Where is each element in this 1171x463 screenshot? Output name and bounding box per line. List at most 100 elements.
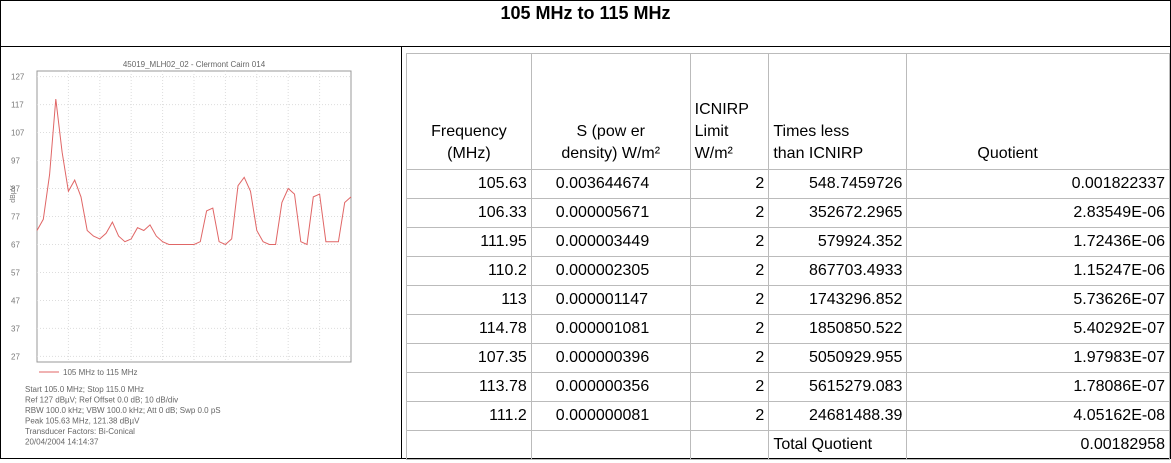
trace [36,98,352,246]
cell: 111.2 [406,401,532,431]
row: 107.35 0.000000396 2 5050929.955 1.97983E-07 [406,343,1170,373]
cell: 5615279.083 [768,372,908,402]
footer-line: Transducer Factors: Bi-Conical [25,427,135,436]
row: 111.2 0.000000081 2 24681488.39 4.05162E-08 [406,401,1170,431]
chart-panel: 45019_MLH02_02 - Clermont Cairn 014 127 11… [1,47,402,458]
header-line: than ICNIRP [773,145,864,162]
footer-line: Start 105.0 MHz; Stop 115.0 MHz [25,385,144,394]
header-line: Frequency [431,123,507,140]
header-line: W/m² [694,145,733,162]
cell: 113.78 [406,372,532,402]
cell: 2.83549E-06 [906,198,1170,228]
total-label: Total Quotient [768,430,908,460]
cell: 0.000003449 [530,227,691,257]
cell: 1850850.522 [768,314,908,344]
y-tick-label: 77 [11,213,20,222]
row: 114.78 0.000001081 2 1850850.522 5.40292E-07 [406,314,1170,344]
header-line: (MHz) [447,145,491,162]
cell: 4.05162E-08 [906,401,1170,431]
cell: 548.7459726 [768,169,908,199]
cell: 0.000002305 [530,256,691,286]
cell: 2 [689,256,770,286]
cell: 0.000000356 [530,372,691,402]
y-tick-label: 57 [11,268,20,277]
title: 105 MHz to 115 MHz [1,1,1170,47]
cell: 867703.4933 [768,256,908,286]
y-tick-label: 47 [11,296,20,305]
cell: 2 [689,285,770,315]
footer-line: Peak 105.63 MHz, 121.38 dBµV [25,417,140,426]
cell: 24681488.39 [768,401,908,431]
empty-cell [689,430,770,460]
y-axis-label: dBµV [10,185,17,203]
cell: 1.72436E-06 [906,227,1170,257]
cell: 0.000000396 [530,343,691,373]
y-tick-label: 97 [11,157,20,166]
cell: 105.63 [406,169,532,199]
y-tick-label: 27 [11,352,20,361]
empty-cell [406,430,532,460]
cell: 5.40292E-07 [906,314,1170,344]
cell: 2 [689,227,770,257]
row: 105.63 0.003644674 2 548.7459726 0.001822337 [406,169,1170,199]
y-tick-label: 127 [11,73,25,82]
header-cell: Frequency (MHz) [406,53,532,170]
footer-line: Ref 127 dBµV; Ref Offset 0.0 dB; 10 dB/d… [25,396,178,405]
header-line: density) W/m² [561,145,661,162]
row: 113 0.000001147 2 1743296.852 5.73626E-07 [406,285,1170,315]
cell: 352672.2965 [768,198,908,228]
cell: 1.78086E-07 [906,372,1170,402]
total-value: 0.00182958 [906,430,1170,460]
header-line: ICNIRP [694,101,749,118]
cell: 2 [689,401,770,431]
header-cell: Quotient [906,53,1170,170]
footer-line: 20/04/2004 14:14:37 [25,438,99,447]
header-row: Frequency (MHz) S (pow er density) W/m² ICNI… [406,53,1170,170]
cell: 111.95 [406,227,532,257]
cell: 0.000000081 [530,401,691,431]
total-row: Total Quotient 0.00182958 [406,430,1170,460]
header-cell: S (pow er density) W/m² [530,53,691,170]
header-cell: Times less than ICNIRP [768,53,908,170]
header-line: Limit [694,123,729,140]
cell: 1.97983E-07 [906,343,1170,373]
row: 111.95 0.000003449 2 579924.352 1.72436E-06 [406,227,1170,257]
cell: 0.000005671 [530,198,691,228]
cell: 107.35 [406,343,532,373]
cell: 2 [689,343,770,373]
cell: 2 [689,169,770,199]
header-line: Times less [773,123,850,140]
empty-cell [530,430,691,460]
header-line: Quotient [977,145,1038,162]
y-tick-label: 37 [11,324,20,333]
row: 110.2 0.000002305 2 867703.4933 1.15247E-06 [406,256,1170,286]
cell: 0.001822337 [906,169,1170,199]
cell: 0.000001081 [530,314,691,344]
cell: 5.73626E-07 [906,285,1170,315]
cell: 2 [689,372,770,402]
row: 106.33 0.000005671 2 352672.2965 2.83549E-06 [406,198,1170,228]
cell: 1.15247E-06 [906,256,1170,286]
cell: 579924.352 [768,227,908,257]
cell: 114.78 [406,314,532,344]
cell: 0.000001147 [530,285,691,315]
y-tick-label: 107 [11,129,25,138]
footer-line: RBW 100.0 kHz; VBW 100.0 kHz; Att 0 dB; … [25,406,221,415]
row: 113.78 0.000000356 2 5615279.083 1.78086E-07 [406,372,1170,402]
y-tick-label: 117 [11,101,24,110]
cell: 0.003644674 [530,169,691,199]
y-tick-label: 67 [11,240,20,249]
header-cell: ICNIRP Limit W/m² [689,53,770,170]
cell: 2 [689,198,770,228]
cell: 2 [689,314,770,344]
cell: 1743296.852 [768,285,908,315]
table: Frequency (MHz) S (pow er density) W/m² ICNI… [406,53,1170,460]
cell: 5050929.955 [768,343,908,373]
cell: 113 [406,285,532,315]
y-tick-label: 87 [11,185,20,194]
chart: 45019_MLH02_02 - Clermont Cairn 014 127 11… [10,60,352,447]
chart-title: 45019_MLH02_02 - Clermont Cairn 014 [123,60,266,69]
header-line: S (pow er [576,123,645,140]
cell: 110.2 [406,256,532,286]
